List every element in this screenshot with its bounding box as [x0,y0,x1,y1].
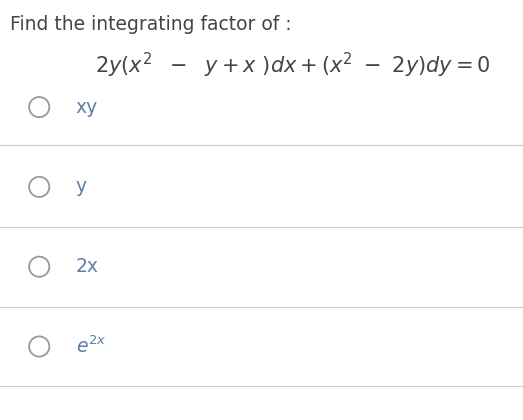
Text: Find the integrating factor of :: Find the integrating factor of : [10,15,292,34]
Text: $2y(x^2\ \ -\ \ y + x\ )dx + (x^2\ -\ 2y)dy = 0$: $2y(x^2\ \ -\ \ y + x\ )dx + (x^2\ -\ 2y… [95,50,491,80]
Text: y: y [76,177,87,197]
Text: 2x: 2x [76,257,99,276]
Text: xy: xy [76,97,98,117]
Text: $e^{2x}$: $e^{2x}$ [76,336,107,357]
